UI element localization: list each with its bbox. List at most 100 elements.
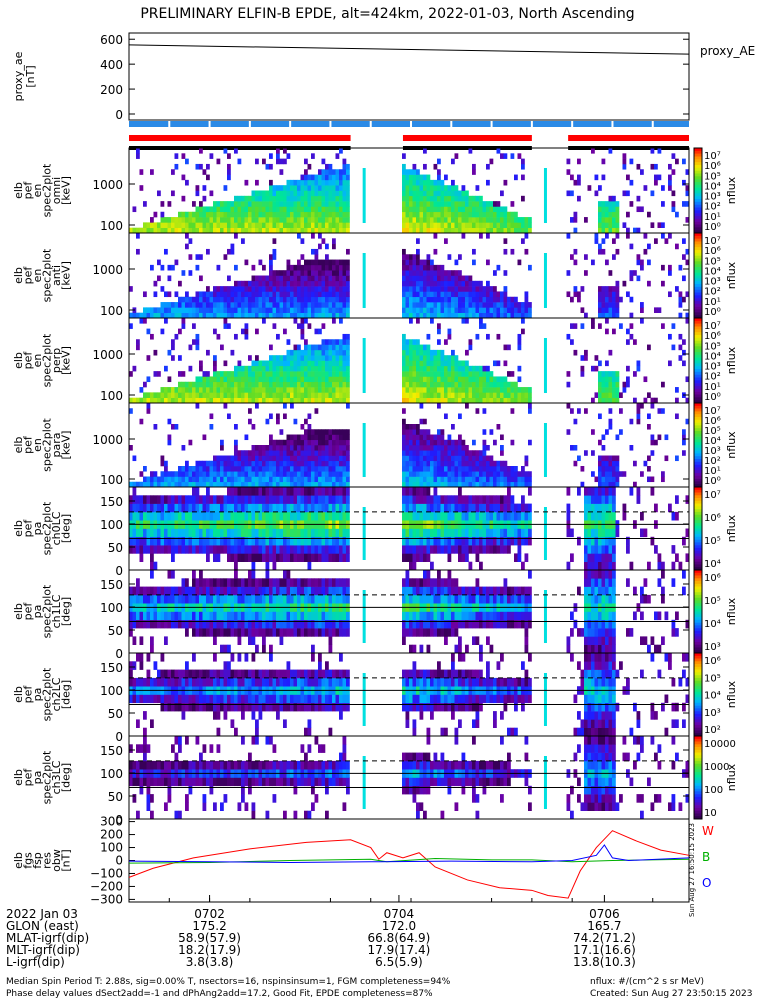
- spectrogram-cell: [311, 495, 315, 504]
- spectrogram-cell: [297, 487, 301, 496]
- spectrogram-cell: [657, 434, 662, 441]
- spectrogram-cell: [304, 291, 308, 298]
- spectrogram-cell: [475, 460, 480, 467]
- spectrogram-cell: [451, 227, 455, 234]
- spectrogram-cell: [332, 179, 336, 186]
- spectrogram-cell: [244, 312, 249, 319]
- spectrogram-cell: [293, 381, 298, 388]
- spectrogram-cell: [174, 424, 179, 430]
- spectrogram-cell: [206, 536, 210, 546]
- spectrogram-cell: [318, 360, 322, 367]
- spectrogram-cell: [192, 471, 196, 477]
- spectrogram-cell: [318, 397, 322, 404]
- spectrogram-cell: [650, 148, 655, 154]
- colorbar-cell: [694, 337, 702, 341]
- spectrogram-cell: [150, 397, 154, 404]
- spectrogram-cell: [496, 201, 501, 207]
- spectrogram-cell: [307, 434, 312, 441]
- spectrogram-cell: [601, 387, 606, 393]
- spectrogram-cell: [423, 344, 427, 351]
- spectrogram-cell: [304, 545, 308, 554]
- spectrogram-cell: [160, 536, 165, 546]
- spectrogram-cell: [440, 349, 445, 356]
- spectrogram-cell: [300, 238, 305, 244]
- spectrogram-cell: [164, 291, 168, 298]
- spectrogram-cell: [335, 222, 340, 228]
- spectrogram-cell: [615, 286, 620, 292]
- spectrogram-cell: [440, 397, 445, 404]
- spectrogram-cell: [230, 291, 235, 298]
- spectrogram-cell: [615, 217, 620, 223]
- spectrogram-cell: [248, 307, 252, 313]
- spectrogram-cell: [678, 296, 683, 303]
- spectrogram-cell: [416, 355, 420, 361]
- spectrogram-cell: [272, 248, 277, 255]
- colorbar-cell: [694, 216, 702, 220]
- spectrogram-cell: [346, 349, 350, 356]
- spectrogram-cell: [342, 349, 347, 356]
- spectrogram-cell: [143, 227, 147, 234]
- spectrogram-cell: [265, 360, 270, 367]
- spectrogram-cell: [493, 211, 497, 218]
- spectrogram-cell: [416, 392, 420, 398]
- spectrogram-cell: [185, 302, 189, 308]
- spectrogram-cell: [290, 360, 294, 367]
- spectrogram-cell: [412, 185, 417, 191]
- colorbar-cell: [694, 323, 702, 327]
- spectrogram-cell: [255, 355, 259, 361]
- spectrogram-cell: [605, 545, 609, 554]
- spectrogram-cell: [489, 429, 494, 435]
- spectrogram-cell: [328, 365, 333, 372]
- spectrogram-cell: [171, 528, 175, 538]
- spectrogram-cell: [265, 476, 270, 483]
- spectrogram-cell: [157, 312, 161, 319]
- spectrogram-cell: [598, 561, 602, 571]
- spectrogram-cell: [482, 466, 487, 472]
- spectrogram-cell: [405, 339, 410, 345]
- spectrogram-cell: [524, 397, 529, 404]
- spectrogram-cell: [591, 471, 595, 477]
- colorbar-tick-label: 10²: [704, 202, 721, 213]
- spectrogram-cell: [416, 318, 420, 324]
- spectrogram-cell: [503, 528, 508, 538]
- spectrogram-cell: [216, 528, 221, 538]
- spectrogram-cell: [283, 392, 287, 398]
- colorbar-cell: [694, 303, 702, 307]
- spectrogram-cell: [234, 392, 238, 398]
- spectrogram-cell: [615, 387, 620, 393]
- colorbar-cell: [694, 564, 702, 568]
- spectrogram-cell: [654, 238, 658, 244]
- spectrogram-cell: [213, 222, 217, 228]
- spectrogram-cell: [489, 528, 494, 538]
- gap-stripe: [543, 338, 547, 393]
- spectrogram-cell: [328, 429, 333, 435]
- spectrogram-cell: [451, 476, 455, 483]
- spectrogram-cell: [328, 545, 333, 554]
- spectrogram-cell: [265, 365, 270, 372]
- spectrogram-cell: [286, 536, 291, 546]
- spectrogram-cell: [647, 259, 651, 266]
- spectrogram-cell: [223, 201, 228, 207]
- spectrogram-cell: [307, 259, 312, 266]
- spectrogram-cell: [209, 413, 214, 420]
- spectrogram-cell: [339, 365, 343, 372]
- spectrogram-cell: [594, 545, 599, 554]
- spectrogram-cell: [234, 296, 238, 303]
- spectrogram-cell: [311, 376, 315, 383]
- spectrogram-cell: [230, 217, 235, 223]
- spectrogram-cell: [419, 481, 424, 488]
- spectrogram-cell: [685, 318, 690, 324]
- spectrogram-cell: [300, 190, 305, 197]
- spectrogram-cell: [339, 280, 343, 287]
- spectrogram-cell: [458, 280, 462, 287]
- spectrogram-cell: [507, 487, 511, 496]
- spectrogram-cell: [496, 471, 501, 477]
- spectrogram-cell: [304, 365, 308, 372]
- spectrogram-cell: [461, 275, 466, 282]
- spectrogram-cell: [437, 291, 441, 298]
- spectrogram-cell: [255, 387, 259, 393]
- spectrogram-cell: [290, 450, 294, 456]
- spectrogram-cell: [171, 476, 175, 483]
- spectrogram-cell: [598, 460, 602, 467]
- spectrogram-cell: [479, 323, 483, 329]
